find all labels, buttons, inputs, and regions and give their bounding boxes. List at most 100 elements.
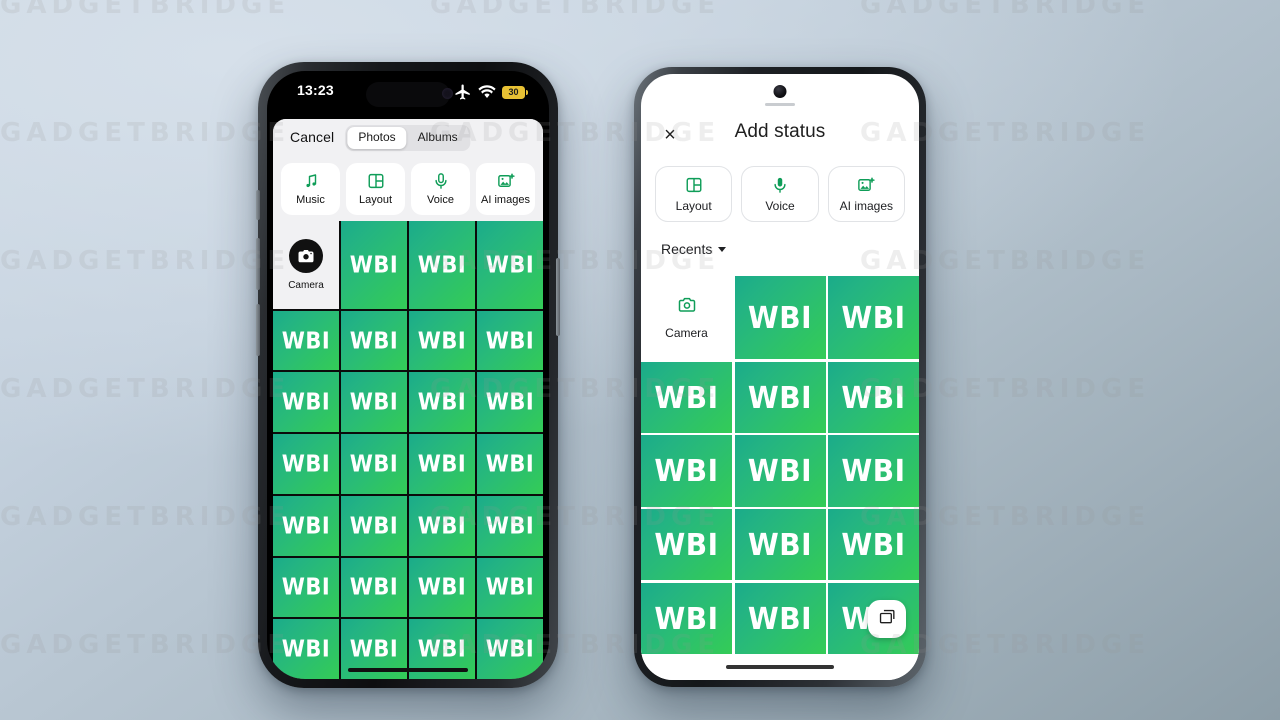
camera-tile[interactable]: Camera [273,221,339,309]
android-photo-grid[interactable]: Camera WBI WBI WBI WBI WBI WBI WBI WBI WBI WBI WBI… [641,276,919,654]
gallery-photo-label: WBI [654,600,719,637]
gallery-photo-tile[interactable]: WBI [273,310,339,371]
tool-ai-images-button[interactable]: AI images [476,163,535,215]
gallery-photo-label: WBI [654,379,719,416]
gallery-photo-label: WBI [841,379,906,416]
gallery-photo-tile[interactable]: WBI [273,495,339,556]
ios-photo-grid[interactable]: Camera WBI WBI WBI WBI WBI WBI WBI WBI WBI WBI WBI… [273,221,543,679]
gallery-photo-label: WBI [417,451,467,477]
gallery-photo-tile[interactable]: WBI [273,372,339,433]
gallery-photo-tile[interactable]: WBI [477,557,543,618]
gallery-photo-label: WBI [417,389,467,416]
front-camera-icon [773,85,787,98]
status-bar-clock: 13:23 [297,82,334,98]
gallery-photo-tile[interactable]: WBI [409,372,475,433]
gallery-photo-label: WBI [485,636,535,663]
gallery-photo-label: WBI [349,574,399,601]
ios-status-bar: 13:23 30 [267,71,549,115]
ios-tool-row: Music Layout Voice [273,159,543,225]
gallery-photo-tile[interactable]: WBI [273,434,339,494]
battery-level-text: 30 [508,87,519,97]
close-button[interactable]: × [664,124,676,146]
gallery-photo-tile[interactable]: WBI [341,434,407,494]
gallery-photo-label: WBI [281,512,331,539]
photos-albums-segmented-control[interactable]: Photos Albums [345,125,471,151]
iphone-device-mockup: 13:23 30 Cancel Photos Albums [256,62,560,688]
gallery-photo-tile[interactable]: WBI [477,495,543,556]
watermark-text: GADGETBRIDGE [0,630,291,660]
earpiece-speaker [765,103,795,106]
gallery-photo-tile[interactable]: WBI [828,509,919,581]
gallery-photo-tile[interactable]: WBI [477,310,543,371]
watermark-text: GADGETBRIDGE [0,374,291,404]
watermark-text: GADGETBRIDGE [860,0,1151,20]
camera-tile-label: Camera [288,279,324,291]
gallery-photo-tile[interactable]: WBI [734,582,826,654]
tool-voice-button[interactable]: Voice [741,166,819,222]
gallery-photo-label: WBI [747,600,813,637]
cancel-button[interactable]: Cancel [290,129,335,145]
source-selector-dropdown[interactable]: Recents [641,228,919,268]
nav-home-pill[interactable] [726,665,834,669]
gallery-photo-label: WBI [485,451,535,477]
tool-layout-label: Layout [358,194,393,206]
gallery-photo-tile[interactable]: WBI [477,372,543,433]
gallery-photo-tile[interactable]: WBI [341,372,407,433]
gallery-photo-tile[interactable]: WBI [273,619,339,679]
gallery-photo-label: WBI [281,327,331,354]
gallery-photo-tile[interactable]: WBI [409,495,475,556]
gallery-photo-tile[interactable]: WBI [409,557,475,618]
front-camera-icon [441,88,453,99]
gallery-photo-label: WBI [349,636,399,663]
multi-select-button[interactable] [868,600,906,638]
tab-albums[interactable]: Albums [417,130,458,144]
music-note-icon [302,172,320,190]
gallery-photo-label: WBI [485,251,535,278]
watermark-text: GADGETBRIDGE [0,118,291,148]
tool-ai-images-button[interactable]: AI images [827,166,905,222]
android-gesture-nav-bar[interactable] [641,654,919,680]
gallery-photo-tile[interactable]: WBI [477,619,543,679]
gallery-photo-tile[interactable]: WBI [828,435,919,507]
gallery-photo-tile[interactable]: WBI [734,361,826,433]
gallery-photo-tile[interactable]: WBI [477,434,543,494]
iphone-volume-up-button[interactable] [256,238,260,290]
gallery-photo-tile[interactable]: WBI [641,582,732,654]
iphone-power-button[interactable] [556,258,560,336]
gallery-photo-tile[interactable]: WBI [828,276,919,360]
tab-photos[interactable]: Photos [347,127,407,149]
sheet-header: Cancel Photos Albums [273,119,543,159]
gallery-photo-label: WBI [841,299,906,336]
gallery-photo-tile[interactable]: WBI [409,434,475,494]
iphone-mute-switch[interactable] [256,190,260,220]
tool-voice-button[interactable]: Voice [411,163,470,215]
gallery-photo-tile[interactable]: WBI [341,557,407,618]
gallery-photo-tile[interactable]: WBI [734,435,826,507]
battery-indicator: 30 [502,85,528,99]
watermark-text: GADGETBRIDGE [0,0,291,20]
gallery-photo-tile[interactable]: WBI [409,221,475,309]
camera-tile[interactable]: Camera [641,276,732,360]
watermark-text: GADGETBRIDGE [430,0,721,20]
gallery-photo-tile[interactable]: WBI [477,221,543,309]
chevron-down-icon [718,246,727,252]
gallery-photo-tile[interactable]: WBI [273,557,339,618]
gallery-photo-tile[interactable]: WBI [734,276,826,360]
gallery-photo-tile[interactable]: WBI [341,495,407,556]
tool-music-button[interactable]: Music [281,163,340,215]
gallery-photo-tile[interactable]: WBI [734,509,826,581]
gallery-photo-tile[interactable]: WBI [341,310,407,371]
gallery-photo-tile[interactable]: WBI [641,509,732,581]
gallery-photo-tile[interactable]: WBI [341,221,407,309]
gallery-photo-tile[interactable]: WBI [828,361,919,433]
gallery-photo-tile[interactable]: WBI [641,435,732,507]
iphone-volume-down-button[interactable] [256,304,260,356]
gallery-photo-label: WBI [349,451,399,477]
tool-layout-button[interactable]: Layout [346,163,405,215]
gallery-photo-tile[interactable]: WBI [641,361,732,433]
photo-picker-sheet: Cancel Photos Albums Music Lay [273,119,543,679]
ios-home-indicator[interactable] [348,668,468,672]
gallery-photo-tile[interactable]: WBI [409,310,475,371]
tool-layout-button[interactable]: Layout [655,166,733,222]
gallery-photo-label: WBI [485,512,535,539]
